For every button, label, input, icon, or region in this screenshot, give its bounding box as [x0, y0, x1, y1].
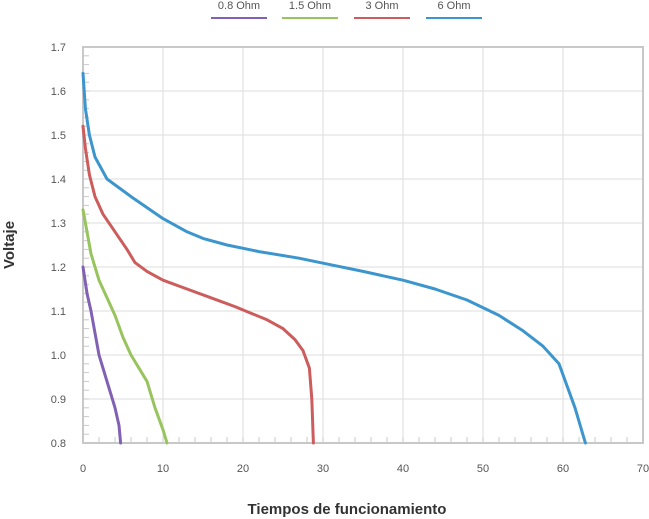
x-tick-label: 10 — [157, 463, 169, 475]
plot-frame — [82, 46, 644, 444]
y-tick-label: 1.6 — [51, 86, 66, 98]
x-tick-label: 0 — [80, 463, 86, 475]
series-lines — [81, 71, 587, 445]
legend-label: 0.8 Ohm — [218, 0, 260, 12]
y-tick-label: 1.7 — [51, 42, 66, 54]
x-tick-label: 30 — [317, 463, 329, 475]
legend-label: 3 Ohm — [365, 0, 398, 12]
series-line-2 — [81, 208, 169, 445]
x-tick-label: 50 — [477, 463, 489, 475]
legend-label: 6 Ohm — [437, 0, 470, 12]
minor-ticks — [82, 46, 644, 444]
series-line-4 — [81, 71, 587, 445]
y-tick-label: 1.2 — [51, 262, 66, 274]
y-tick-label: 1.3 — [51, 218, 66, 230]
legend: 0.8 Ohm 1.5 Ohm 3 Ohm 6 Ohm — [211, 0, 482, 19]
legend-label: 1.5 Ohm — [289, 0, 331, 12]
x-axis-title: Tiempos de funcionamiento — [248, 501, 447, 518]
y-tick-label: 1.4 — [51, 174, 66, 186]
y-tick-label: 1.0 — [51, 350, 66, 362]
y-tick-label: 1.5 — [51, 130, 66, 142]
y-tick-label: 1.1 — [51, 306, 66, 318]
x-tick-label: 20 — [237, 463, 249, 475]
series-line-1 — [81, 265, 123, 445]
y-tick-labels: 0.8 0.9 1.0 1.1 1.2 1.3 1.4 1.5 1.6 1.7 — [51, 42, 66, 450]
y-axis-title: Voltaje — [1, 221, 18, 269]
y-tick-label: 0.8 — [51, 438, 66, 450]
x-tick-labels: 0 10 20 30 40 50 60 70 — [80, 463, 649, 475]
grid — [83, 47, 643, 443]
y-tick-label: 0.9 — [51, 394, 66, 406]
x-tick-label: 70 — [637, 463, 649, 475]
x-tick-label: 60 — [557, 463, 569, 475]
series-line-3 — [81, 124, 315, 445]
x-tick-label: 40 — [397, 463, 409, 475]
